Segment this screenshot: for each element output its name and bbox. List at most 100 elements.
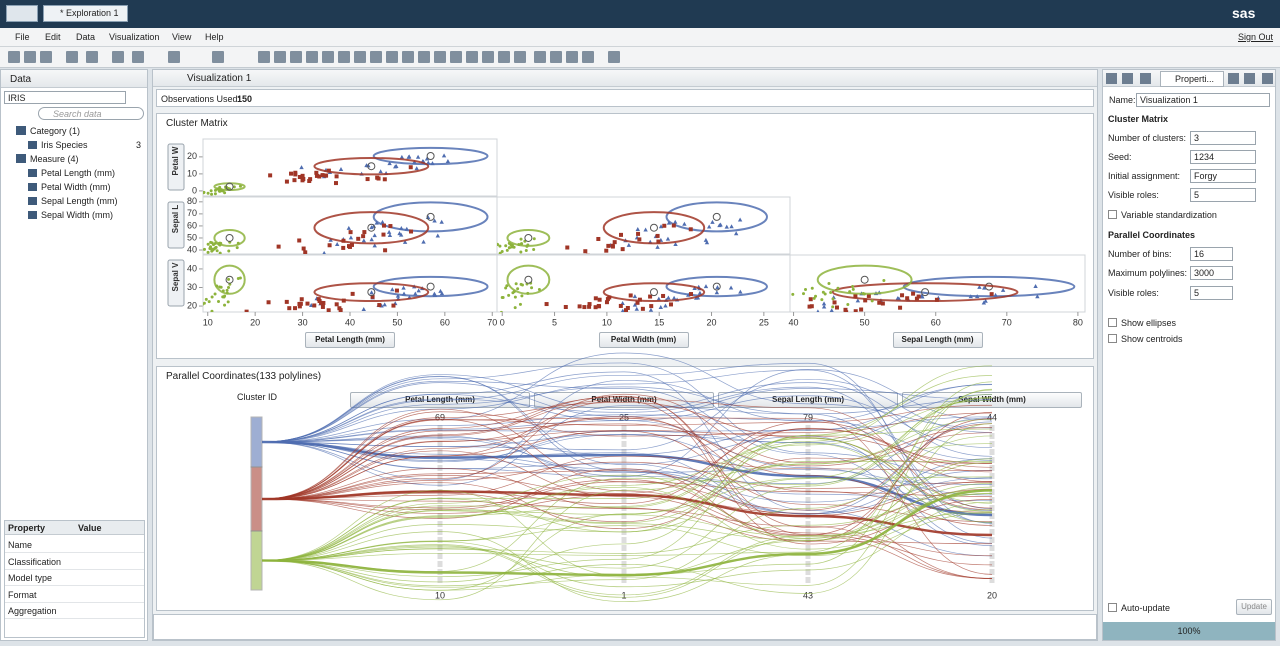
point-texture bbox=[413, 291, 418, 296]
spinner[interactable]: Forgy bbox=[1190, 169, 1256, 183]
toolbar-button[interactable] bbox=[338, 51, 350, 63]
point-texture bbox=[326, 308, 331, 312]
sign-out[interactable]: Sign Out bbox=[1238, 32, 1274, 42]
polyline-texture bbox=[261, 493, 993, 561]
point-texture bbox=[855, 298, 861, 303]
x-tick-label: 70 bbox=[1002, 317, 1012, 327]
toolbar-button[interactable] bbox=[566, 51, 578, 63]
toolbar-button[interactable] bbox=[306, 51, 318, 63]
menu-item[interactable]: Help bbox=[205, 32, 224, 42]
toolbar-button[interactable] bbox=[290, 51, 302, 63]
toolbar-button[interactable] bbox=[550, 51, 562, 63]
name-input[interactable]: Visualization 1 bbox=[1136, 93, 1270, 107]
tree-item[interactable]: Petal Length (mm) bbox=[41, 168, 116, 178]
tree-group-label[interactable]: Measure (4) bbox=[30, 154, 79, 164]
toolbar-button[interactable] bbox=[534, 51, 546, 63]
toolbar-button[interactable] bbox=[354, 51, 366, 63]
spinner[interactable]: 1234 bbox=[1190, 150, 1256, 164]
cluster-ellipse bbox=[506, 264, 551, 295]
point-texture bbox=[791, 292, 795, 296]
cluster-ellipse bbox=[602, 211, 706, 245]
tree-group-label[interactable]: Category (1) bbox=[30, 126, 81, 136]
point-texture bbox=[658, 224, 664, 229]
toolbar-button[interactable] bbox=[402, 51, 414, 63]
point-texture bbox=[977, 284, 982, 289]
checkbox[interactable] bbox=[1108, 603, 1117, 612]
column-role-button[interactable]: Sepal Length (mm) bbox=[892, 332, 983, 348]
tab-icon[interactable] bbox=[1140, 73, 1151, 84]
toolbar-button[interactable] bbox=[24, 51, 36, 63]
search-box[interactable]: Search data bbox=[38, 107, 144, 120]
checkbox[interactable] bbox=[1108, 210, 1117, 219]
point-texture bbox=[346, 225, 352, 230]
tree-item[interactable]: Iris Species bbox=[41, 140, 88, 150]
column-role-button[interactable]: Petal Length (mm) bbox=[305, 332, 395, 348]
tree-item-count: 3 bbox=[136, 140, 142, 150]
point-texture bbox=[207, 300, 211, 304]
point-texture bbox=[223, 303, 227, 307]
properties-tab[interactable]: Properti... bbox=[1160, 71, 1224, 87]
spinner[interactable]: 5 bbox=[1190, 286, 1233, 300]
spinner[interactable]: 3000 bbox=[1190, 266, 1233, 280]
menu-item[interactable]: Visualization bbox=[109, 32, 160, 42]
toolbar-button[interactable] bbox=[450, 51, 462, 63]
point-texture bbox=[785, 307, 789, 311]
toolbar-button[interactable] bbox=[86, 51, 98, 63]
tab-icon[interactable] bbox=[1106, 73, 1117, 84]
toolbar-button[interactable] bbox=[582, 51, 594, 63]
toolbar-button[interactable] bbox=[386, 51, 398, 63]
toolbar-button[interactable] bbox=[514, 51, 526, 63]
update-button[interactable]: Update bbox=[1236, 599, 1272, 615]
toolbar-button[interactable] bbox=[112, 51, 124, 63]
point-texture bbox=[297, 304, 302, 309]
menu-item[interactable]: Data bbox=[76, 32, 96, 42]
toolbar-button[interactable] bbox=[212, 51, 224, 63]
toolbar-button[interactable] bbox=[322, 51, 334, 63]
menu-item[interactable]: File bbox=[15, 32, 30, 42]
tree-item[interactable]: Petal Width (mm) bbox=[41, 182, 111, 192]
toolbar-button[interactable] bbox=[482, 51, 494, 63]
point-texture bbox=[287, 306, 292, 311]
toolbar-button[interactable] bbox=[258, 51, 270, 63]
checkbox[interactable] bbox=[1108, 318, 1117, 327]
toolbar-button[interactable] bbox=[418, 51, 430, 63]
toolbar-button[interactable] bbox=[274, 51, 286, 63]
point-texture bbox=[323, 173, 328, 178]
point-texture bbox=[242, 260, 246, 264]
toolbar-button[interactable] bbox=[40, 51, 52, 63]
toolbar-button[interactable] bbox=[168, 51, 180, 63]
toolbar-button[interactable] bbox=[66, 51, 78, 63]
toolbar-button[interactable] bbox=[434, 51, 446, 63]
toolbar-button[interactable] bbox=[608, 51, 620, 63]
toolbar-button[interactable] bbox=[498, 51, 510, 63]
toolbar-button[interactable] bbox=[466, 51, 478, 63]
data-source[interactable]: IRIS bbox=[4, 91, 126, 104]
point-texture bbox=[604, 248, 609, 253]
tree-item[interactable]: Sepal Width (mm) bbox=[41, 210, 114, 220]
tab-icon[interactable] bbox=[1122, 73, 1133, 84]
spinner[interactable]: 3 bbox=[1190, 131, 1256, 145]
y-tick-label: 50 bbox=[187, 232, 197, 242]
column-role-button[interactable]: Petal Width (mm) bbox=[598, 332, 689, 348]
checkbox-label: Auto-update bbox=[1121, 603, 1171, 613]
toolbar-button[interactable] bbox=[370, 51, 382, 63]
tree-item[interactable]: Sepal Length (mm) bbox=[41, 196, 118, 206]
polyline-texture bbox=[261, 511, 993, 596]
checkbox[interactable] bbox=[1108, 334, 1117, 343]
toolbar-button[interactable] bbox=[8, 51, 20, 63]
section-title: Parallel Coordinates bbox=[1108, 230, 1196, 240]
tab-icon[interactable] bbox=[1244, 73, 1255, 84]
menu-item[interactable]: Edit bbox=[45, 32, 61, 42]
tab-icon[interactable] bbox=[1228, 73, 1239, 84]
point-texture bbox=[401, 285, 406, 290]
cell-content bbox=[203, 264, 489, 312]
exploration-tab[interactable]: * Exploration 1 bbox=[43, 5, 128, 22]
spinner[interactable]: 5 bbox=[1190, 188, 1256, 202]
home-button[interactable] bbox=[6, 5, 38, 22]
toolbar-button[interactable] bbox=[132, 51, 144, 63]
point-texture bbox=[802, 292, 806, 296]
point-texture bbox=[227, 249, 231, 253]
tab-icon[interactable] bbox=[1262, 73, 1273, 84]
spinner[interactable]: 16 bbox=[1190, 247, 1233, 261]
menu-item[interactable]: View bbox=[172, 32, 192, 42]
